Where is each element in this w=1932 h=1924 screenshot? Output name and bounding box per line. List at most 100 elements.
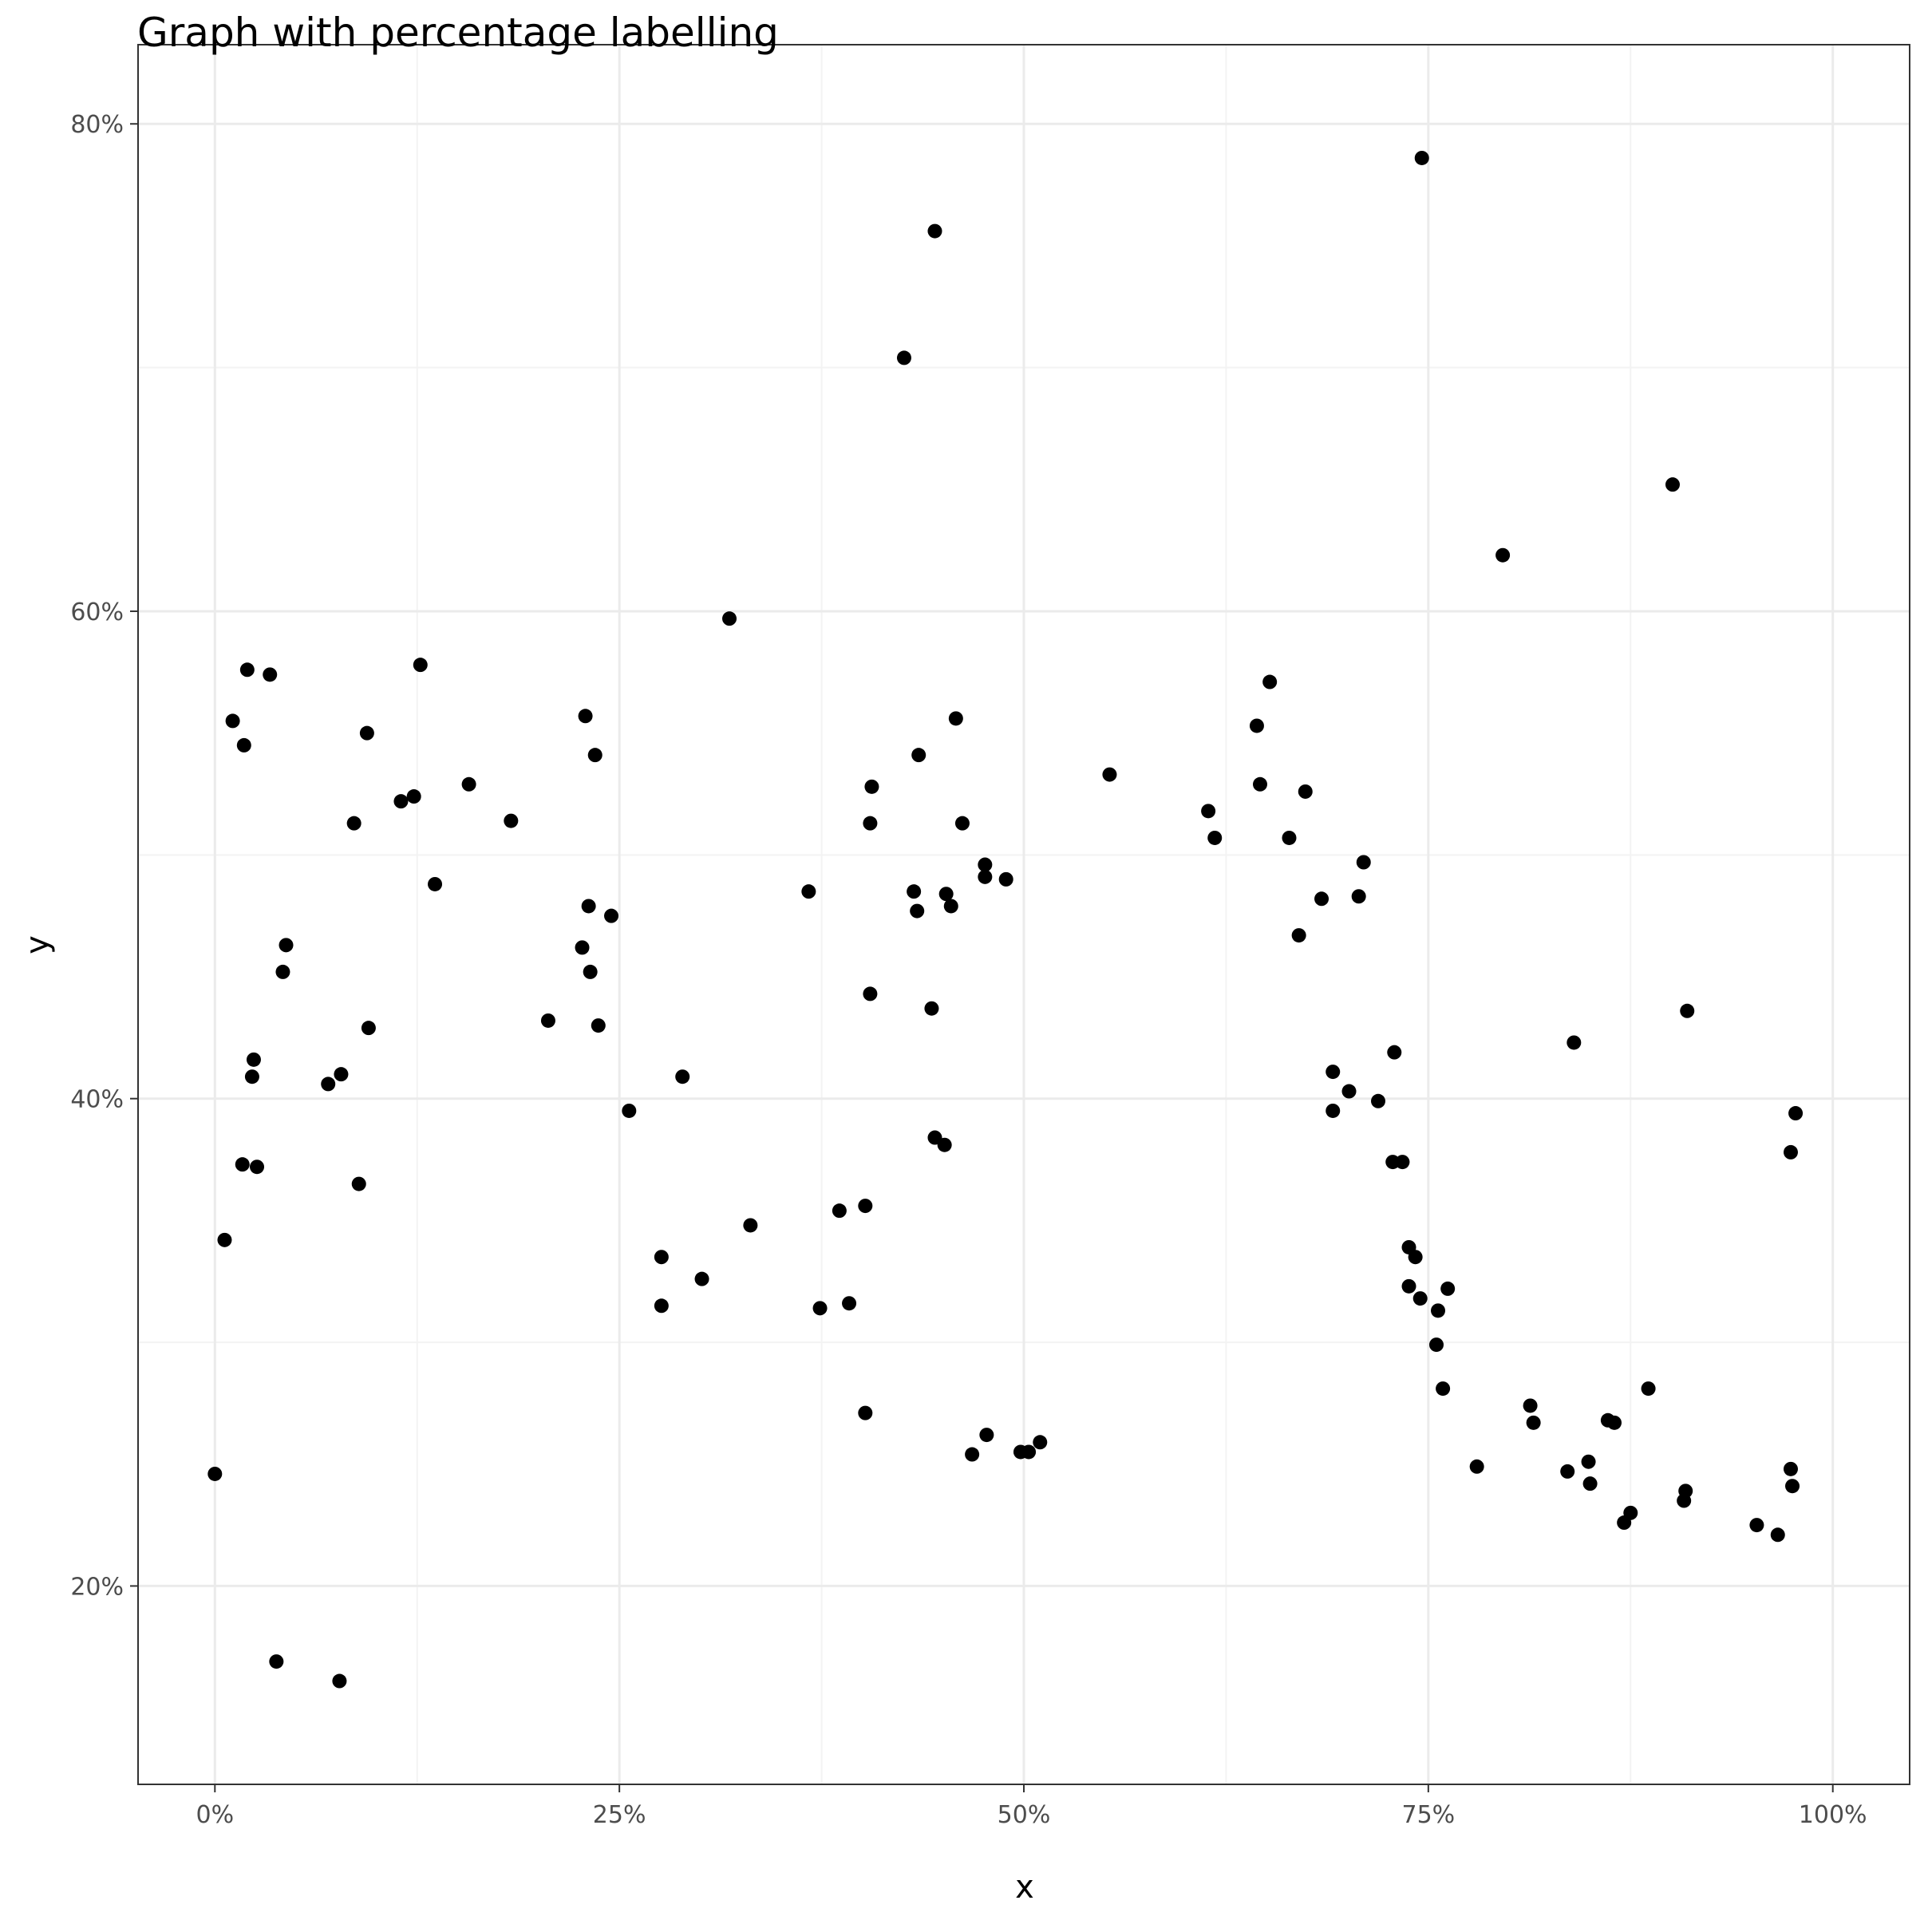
data-point: [1567, 1035, 1582, 1050]
data-point: [1783, 1144, 1798, 1160]
data-point: [275, 964, 290, 979]
data-point: [1326, 1103, 1341, 1118]
data-point: [979, 1428, 994, 1443]
data-point: [654, 1298, 669, 1314]
data-point: [1607, 1415, 1622, 1430]
data-point: [1440, 1281, 1456, 1296]
data-point: [1469, 1459, 1484, 1474]
data-point: [334, 1067, 349, 1082]
data-point: [694, 1271, 709, 1286]
data-point: [1341, 1084, 1357, 1099]
data-point: [591, 1018, 606, 1033]
data-point: [1436, 1381, 1451, 1397]
data-point: [842, 1296, 857, 1311]
y-tick-label: 60%: [70, 599, 124, 626]
x-tick-label: 100%: [1799, 1801, 1867, 1829]
data-point: [1253, 776, 1267, 792]
data-point: [1201, 804, 1216, 819]
data-point: [801, 884, 816, 899]
data-point: [1783, 1461, 1798, 1476]
data-point: [863, 816, 878, 831]
data-point: [359, 725, 374, 741]
data-point: [1788, 1106, 1804, 1121]
data-point: [1641, 1381, 1656, 1397]
data-point: [1282, 830, 1297, 845]
data-point: [1582, 1476, 1598, 1491]
data-point: [910, 903, 925, 919]
y-axis-title: y: [19, 935, 56, 954]
y-tick-label: 20%: [70, 1573, 124, 1601]
data-point: [269, 1654, 284, 1669]
x-tick-label: 25%: [593, 1801, 646, 1829]
data-point: [978, 857, 993, 872]
data-point: [1665, 477, 1680, 492]
data-point: [978, 869, 993, 884]
data-point: [1526, 1415, 1541, 1430]
data-point: [413, 658, 428, 673]
data-point: [954, 816, 970, 831]
data-point: [321, 1077, 336, 1092]
data-point: [1431, 1303, 1446, 1318]
data-point: [911, 748, 926, 763]
data-point: [948, 711, 963, 726]
x-tick-label: 0%: [196, 1801, 235, 1829]
data-point: [924, 1001, 939, 1016]
data-point: [675, 1069, 690, 1084]
data-point: [907, 884, 922, 899]
data-point: [428, 876, 443, 891]
x-tick-label: 75%: [1402, 1801, 1456, 1829]
data-point: [1428, 1337, 1444, 1353]
data-point: [361, 1021, 376, 1036]
data-point: [246, 1052, 261, 1067]
data-point: [1408, 1250, 1423, 1265]
data-point: [332, 1673, 347, 1689]
data-point: [1678, 1483, 1693, 1499]
data-point: [1298, 784, 1313, 799]
data-point: [263, 667, 278, 682]
data-point: [1326, 1065, 1341, 1080]
data-point: [217, 1232, 232, 1247]
data-point: [578, 709, 593, 724]
data-point: [896, 350, 911, 365]
data-point: [1249, 718, 1264, 733]
data-point: [832, 1203, 847, 1219]
data-point: [1262, 674, 1278, 689]
data-point: [722, 611, 737, 626]
data-point: [1314, 891, 1329, 907]
data-point: [1102, 767, 1117, 782]
data-point: [236, 737, 251, 753]
data-point: [393, 794, 409, 809]
data-point: [581, 899, 596, 914]
data-point: [1560, 1464, 1575, 1479]
data-point: [858, 1199, 873, 1214]
data-point: [1785, 1479, 1800, 1494]
data-point: [1401, 1278, 1416, 1294]
data-point: [250, 1160, 265, 1175]
data-point: [346, 816, 362, 831]
data-point: [583, 964, 598, 979]
y-tick-label: 40%: [70, 1086, 124, 1114]
data-point: [1749, 1518, 1764, 1533]
data-points: [207, 150, 1804, 1689]
data-point: [461, 776, 476, 792]
data-point: [587, 748, 603, 763]
data-point: [504, 813, 519, 828]
axes: 0% 25% 50% 75% 100% 20% 40% 60% 80%: [70, 111, 1867, 1829]
data-point: [1356, 855, 1371, 870]
x-tick-label: 50%: [998, 1801, 1051, 1829]
data-point: [1680, 1003, 1695, 1018]
data-point: [1770, 1527, 1785, 1543]
data-point: [1291, 928, 1306, 943]
data-point: [1033, 1435, 1048, 1450]
data-point: [406, 789, 421, 804]
grid-lines: [138, 45, 1910, 1784]
data-point: [1351, 889, 1366, 904]
data-point: [1495, 547, 1511, 563]
data-point: [622, 1103, 637, 1118]
data-point: [540, 1013, 555, 1028]
data-point: [225, 713, 240, 729]
data-point: [1387, 1045, 1402, 1060]
data-point: [812, 1301, 828, 1316]
data-point: [1581, 1454, 1596, 1469]
